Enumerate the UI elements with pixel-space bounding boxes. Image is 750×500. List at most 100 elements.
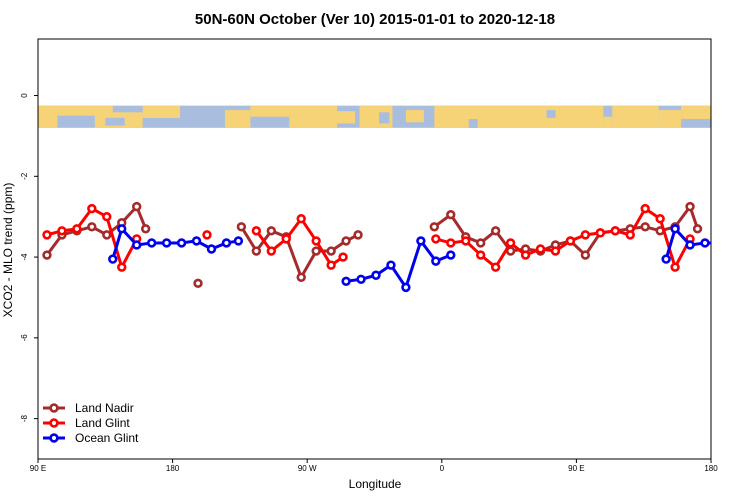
ocean-inlet-2 bbox=[546, 110, 556, 118]
plot-frame bbox=[37, 38, 712, 460]
land-nadir-point bbox=[580, 250, 591, 260]
ocean-glint-point bbox=[661, 254, 671, 264]
land-nadir-point bbox=[140, 224, 151, 234]
land-glint-point bbox=[550, 246, 561, 256]
ocean-inlet-1 bbox=[378, 112, 390, 124]
land-nadir-point bbox=[193, 278, 203, 289]
land-glint-point bbox=[446, 238, 456, 248]
x-tick-label: 90 W bbox=[298, 464, 317, 473]
ocean-glint-point bbox=[233, 236, 244, 246]
land-glint-point bbox=[266, 246, 277, 256]
land-block-10 bbox=[434, 105, 604, 128]
ocean-glint-point bbox=[401, 282, 411, 293]
x-tick-label: 90 E bbox=[30, 464, 46, 473]
world-map-strip bbox=[38, 105, 711, 128]
ocean-glint-point bbox=[700, 238, 710, 248]
y-tick-label: -4 bbox=[20, 253, 29, 261]
ocean-glint-point bbox=[670, 224, 680, 234]
land-nadir-point bbox=[102, 230, 112, 240]
chart-title: 50N-60N October (Ver 10) 2015-01-01 to 2… bbox=[195, 11, 555, 28]
land-nadir-point bbox=[685, 201, 695, 212]
ocean-glint-line bbox=[111, 227, 239, 260]
y-tick-label: -8 bbox=[20, 415, 29, 423]
land-glint-point bbox=[595, 228, 606, 238]
land-nadir-point bbox=[236, 222, 247, 232]
land-glint-point bbox=[281, 234, 291, 244]
land-nadir-point bbox=[446, 209, 456, 220]
land-glint-point bbox=[251, 226, 262, 236]
legend-marker bbox=[49, 403, 59, 413]
land-nadir-point bbox=[341, 236, 351, 246]
x-axis: 90 E 180 90 W 0 90 E 180 bbox=[30, 459, 718, 473]
land-glint-point bbox=[311, 236, 321, 246]
y-axis: 0 -2 -4 -6 -8 bbox=[20, 93, 38, 422]
land-nadir-point bbox=[251, 246, 262, 256]
x-tick-label: 90 E bbox=[568, 464, 584, 473]
map-land-shapes bbox=[38, 105, 711, 128]
land-glint-point bbox=[535, 244, 546, 254]
land-glint-point bbox=[640, 203, 650, 214]
land-nadir-point bbox=[640, 222, 650, 232]
land-glint-point bbox=[461, 236, 471, 246]
ocean-glint-point bbox=[117, 224, 127, 234]
land-block-6 bbox=[289, 105, 338, 128]
land-block-11 bbox=[603, 116, 613, 128]
ocean-glint-point bbox=[431, 256, 441, 266]
land-block-0 bbox=[38, 105, 58, 128]
land-glint-point bbox=[431, 234, 441, 244]
land-nadir-point bbox=[490, 226, 501, 236]
land-glint-point bbox=[670, 262, 680, 272]
land-block-5 bbox=[250, 105, 290, 117]
series-layer bbox=[42, 201, 711, 293]
ocean-glint-point bbox=[161, 238, 172, 248]
land-glint-point bbox=[102, 211, 112, 222]
land-glint-point bbox=[655, 214, 665, 224]
y-axis-title: XCO2 - MLO trend (ppm) bbox=[1, 183, 15, 318]
land-block-4 bbox=[224, 110, 251, 128]
land-nadir-point bbox=[692, 224, 703, 234]
land-nadir-point bbox=[266, 226, 277, 236]
land-block-1 bbox=[57, 105, 113, 116]
land-nadir-point bbox=[132, 201, 142, 212]
land-glint-point bbox=[565, 236, 576, 246]
land-nadir-point bbox=[296, 272, 306, 282]
land-glint-point bbox=[117, 262, 127, 272]
land-block-14 bbox=[681, 105, 711, 119]
land-nadir-point bbox=[311, 246, 321, 256]
land-glint-point bbox=[296, 214, 306, 224]
land-glint-point bbox=[505, 238, 516, 248]
ocean-glint-point bbox=[446, 250, 456, 260]
land-glint-point bbox=[42, 230, 52, 240]
land-block-3 bbox=[142, 105, 181, 118]
x-tick-label: 180 bbox=[166, 464, 180, 473]
ocean-inlet-0 bbox=[105, 117, 125, 126]
land-glint-point bbox=[610, 226, 620, 236]
land-glint-line bbox=[435, 207, 692, 269]
legend-label: Ocean Glint bbox=[75, 431, 139, 445]
land-glint-point bbox=[326, 260, 336, 270]
ocean-glint-point bbox=[416, 236, 426, 246]
ocean-glint-point bbox=[206, 244, 217, 254]
ocean-glint-point bbox=[108, 254, 118, 264]
ocean-glint-point bbox=[371, 270, 381, 280]
x-tick-label: 180 bbox=[704, 464, 718, 473]
y-tick-label: 0 bbox=[20, 93, 29, 98]
land-nadir-point bbox=[326, 246, 336, 256]
land-nadir-point bbox=[429, 222, 440, 232]
land-glint-point bbox=[520, 250, 531, 260]
land-glint-point bbox=[72, 224, 82, 234]
land-glint-point bbox=[490, 262, 501, 272]
ocean-glint-point bbox=[341, 276, 351, 287]
legend-item-ocean-glint: Ocean Glint bbox=[43, 431, 139, 445]
ocean-glint-point bbox=[176, 238, 187, 248]
y-tick-label: -6 bbox=[20, 334, 29, 342]
ocean-glint-point bbox=[132, 240, 142, 250]
land-nadir-point bbox=[87, 222, 97, 232]
x-tick-label: 0 bbox=[440, 464, 445, 473]
land-nadir-point bbox=[353, 230, 363, 240]
x-axis-title: Longitude bbox=[349, 477, 402, 491]
land-glint-point bbox=[475, 250, 486, 260]
land-glint-point bbox=[580, 230, 591, 240]
